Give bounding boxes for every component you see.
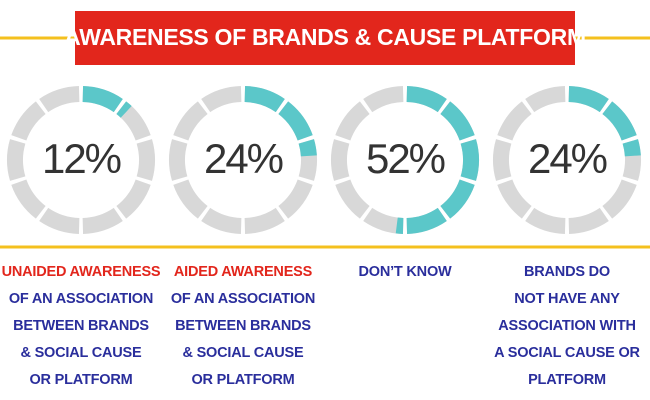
- value-label: 24%: [204, 135, 283, 182]
- caption-line: BETWEEN BRANDS: [13, 318, 149, 334]
- value-label: 24%: [528, 135, 607, 182]
- caption-line: OF AN ASSOCIATION: [171, 291, 315, 307]
- caption-line: OR PLATFORM: [191, 372, 294, 388]
- caption-line: ASSOCIATION WITH: [498, 318, 636, 334]
- caption-line: OF AN ASSOCIATION: [9, 291, 153, 307]
- caption-line: OR PLATFORM: [29, 372, 132, 388]
- caption-line: BETWEEN BRANDS: [175, 318, 311, 334]
- caption-highlight: UNAIDED AWARENESS: [2, 264, 161, 280]
- donut-value: [244, 86, 317, 157]
- caption-line: A SOCIAL CAUSE OR: [494, 345, 640, 361]
- caption-line: NOT HAVE ANY: [514, 291, 620, 307]
- caption-line: PLATFORM: [528, 372, 606, 388]
- caption-highlight: AIDED AWARENESS: [174, 264, 313, 280]
- caption-line: & SOCIAL CAUSE: [20, 345, 142, 361]
- value-label: 52%: [366, 135, 445, 182]
- title-box: [75, 11, 575, 65]
- title: AWARENESS OF BRANDS & CAUSE PLATFORM: [64, 24, 586, 50]
- value-label: 12%: [42, 135, 121, 182]
- caption-line: DON’T KNOW: [358, 264, 452, 280]
- donut-value: [82, 86, 132, 118]
- donut-value: [568, 86, 641, 157]
- caption-line: BRANDS DO: [524, 264, 610, 280]
- donut-value: [395, 86, 479, 234]
- caption-line: & SOCIAL CAUSE: [182, 345, 304, 361]
